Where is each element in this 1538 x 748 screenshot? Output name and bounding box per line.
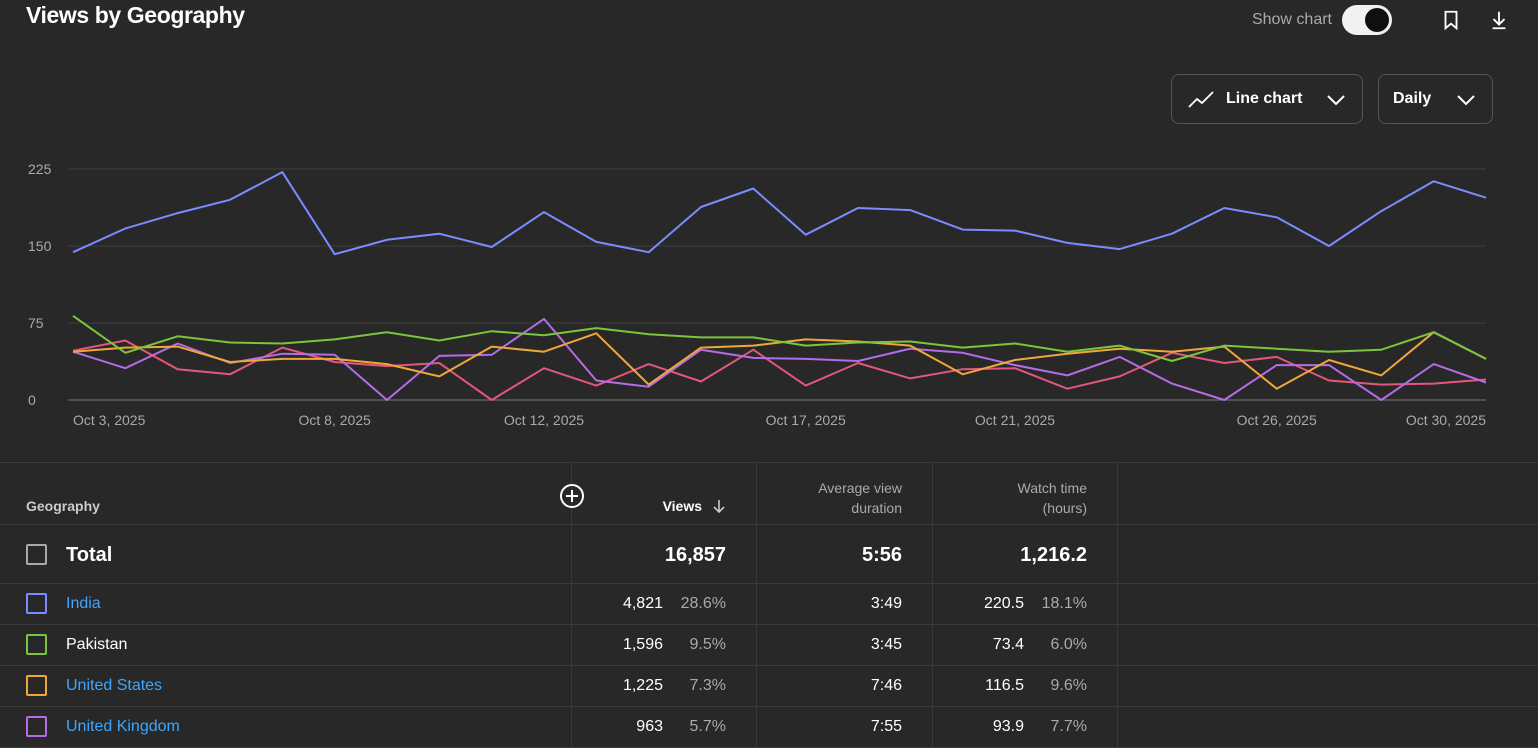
download-icon — [1492, 11, 1506, 30]
row-checkbox[interactable] — [26, 634, 47, 655]
header-views-label: Views — [662, 498, 702, 514]
header-geography[interactable]: Geography — [26, 498, 100, 514]
watch-time-value: 93.9 — [992, 718, 1024, 735]
chart-type-dropdown[interactable]: Line chart — [1171, 74, 1363, 124]
x-tick-label: Oct 12, 2025 — [504, 412, 584, 428]
views-percent: 28.6% — [680, 595, 726, 612]
y-tick-label: 225 — [28, 161, 52, 177]
download-button[interactable] — [1486, 7, 1512, 33]
toggle-knob — [1365, 8, 1389, 32]
avd-value: 3:45 — [870, 636, 902, 653]
x-tick-label: Oct 26, 2025 — [1237, 412, 1317, 428]
watch-time-percent: 6.0% — [1050, 636, 1087, 653]
column-divider — [571, 463, 572, 748]
column-divider — [1117, 463, 1118, 748]
interval-label: Daily — [1393, 90, 1432, 107]
top-controls: Show chart — [1252, 4, 1512, 36]
x-tick-label: Oct 21, 2025 — [975, 412, 1055, 428]
watch-time-percent: 7.7% — [1050, 718, 1087, 735]
x-tick-label: Oct 30, 2025 — [1406, 412, 1486, 428]
avd-value: 3:49 — [870, 595, 902, 612]
series-line-pakistan — [72, 314, 1487, 362]
row-checkbox[interactable] — [26, 593, 47, 614]
y-tick-label: 150 — [28, 238, 52, 254]
add-column-icon[interactable] — [559, 483, 585, 509]
row-checkbox[interactable] — [26, 716, 47, 737]
sort-down-icon — [713, 500, 725, 513]
bookmark-button[interactable] — [1438, 7, 1464, 33]
views-value: 4,821 — [622, 595, 663, 612]
table-row[interactable]: Pakistan 1,596 9.5% 3:45 73.4 6.0% — [0, 625, 1538, 666]
x-tick-label: Oct 8, 2025 — [298, 412, 371, 428]
chart-series — [72, 171, 1487, 401]
header-avd-line2: duration — [851, 500, 902, 516]
header-average-view-duration[interactable]: Average view duration — [818, 478, 902, 518]
total-views: 16,857 — [664, 544, 726, 566]
table-row[interactable]: India 4,821 28.6% 3:49 220.5 18.1% — [0, 584, 1538, 625]
table-row[interactable]: United States 1,225 7.3% 7:46 116.5 9.6% — [0, 666, 1538, 707]
column-divider — [932, 463, 933, 748]
total-label: Total — [66, 544, 113, 566]
header-views[interactable]: Views — [663, 498, 726, 514]
column-divider — [756, 463, 757, 748]
row-checkbox[interactable] — [26, 675, 47, 696]
country-name[interactable]: United Kingdom — [66, 718, 180, 735]
table-row[interactable]: United Kingdom 963 5.7% 7:55 93.9 7.7% — [0, 707, 1538, 748]
views-value: 1,225 — [622, 677, 663, 694]
header-watch-time[interactable]: Watch time (hours) — [1018, 478, 1088, 518]
chart-grid: 0 75 150 225 — [28, 161, 1486, 408]
views-value: 963 — [636, 718, 663, 735]
country-name[interactable]: India — [66, 595, 101, 612]
bookmark-icon — [1444, 10, 1458, 31]
x-axis-labels: Oct 3, 2025 Oct 8, 2025 Oct 12, 2025 Oct 17… — [73, 412, 1486, 428]
series-line-united-kingdom — [72, 317, 1487, 401]
watch-time-value: 116.5 — [985, 677, 1024, 694]
country-name: Pakistan — [66, 636, 128, 653]
chart-type-label: Line chart — [1226, 90, 1303, 107]
series-line-india — [72, 171, 1487, 256]
x-tick-label: Oct 17, 2025 — [766, 412, 846, 428]
country-name[interactable]: United States — [66, 677, 163, 694]
watch-time-value: 73.4 — [992, 636, 1024, 653]
header-wt-line2: (hours) — [1042, 500, 1087, 516]
interval-dropdown[interactable]: Daily — [1378, 74, 1493, 124]
watch-time-value: 220.5 — [983, 595, 1024, 612]
views-percent: 9.5% — [689, 636, 726, 653]
total-checkbox[interactable] — [26, 544, 47, 565]
total-row: Total 16,857 5:56 1,216.2 — [0, 525, 1538, 584]
avd-value: 7:55 — [870, 718, 902, 735]
watch-time-percent: 9.6% — [1050, 677, 1087, 694]
geography-line-chart[interactable]: 0 75 150 225 Oct 3, 2025 Oct 8, 2025 Oct 12, … — [0, 140, 1538, 440]
total-watch-time: 1,216.2 — [1020, 544, 1087, 566]
show-chart-label: Show chart — [1251, 11, 1332, 28]
y-tick-label: 75 — [28, 315, 44, 331]
page-title: Views by Geography — [26, 2, 245, 28]
chevron-down-icon — [1327, 95, 1345, 106]
views-value: 1,596 — [622, 636, 663, 653]
views-percent: 5.7% — [689, 718, 726, 735]
header-wt-line1: Watch time — [1017, 480, 1088, 496]
chevron-down-icon — [1457, 95, 1475, 106]
views-percent: 7.3% — [689, 677, 726, 694]
header-avd-line1: Average view — [818, 480, 902, 496]
show-chart-toggle[interactable] — [1342, 5, 1392, 35]
geography-table: Geography Views Average view duration Wa… — [0, 462, 1538, 748]
y-tick-label: 0 — [28, 392, 36, 408]
total-avd: 5:56 — [861, 544, 902, 566]
x-tick-label: Oct 3, 2025 — [73, 412, 146, 428]
avd-value: 7:46 — [870, 677, 902, 694]
line-chart-icon — [1188, 91, 1214, 108]
table-header: Geography Views Average view duration Wa… — [0, 463, 1538, 525]
watch-time-percent: 18.1% — [1041, 595, 1087, 612]
